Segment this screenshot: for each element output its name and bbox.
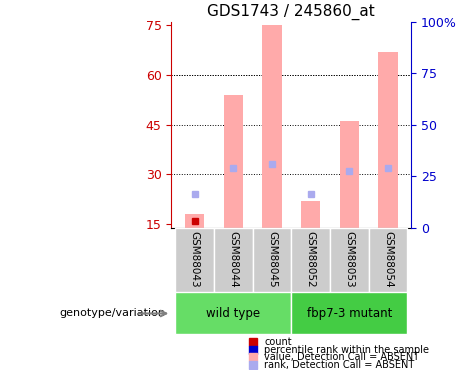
FancyBboxPatch shape bbox=[330, 228, 369, 292]
Bar bbox=[185, 214, 204, 228]
FancyBboxPatch shape bbox=[253, 228, 291, 292]
FancyBboxPatch shape bbox=[175, 228, 214, 292]
Bar bbox=[340, 121, 359, 228]
Text: GSM88044: GSM88044 bbox=[228, 231, 238, 287]
Bar bbox=[262, 25, 282, 228]
FancyBboxPatch shape bbox=[291, 228, 330, 292]
Text: fbp7-3 mutant: fbp7-3 mutant bbox=[307, 307, 392, 320]
Title: GDS1743 / 245860_at: GDS1743 / 245860_at bbox=[207, 4, 375, 20]
FancyBboxPatch shape bbox=[291, 292, 408, 334]
Text: genotype/variation: genotype/variation bbox=[59, 309, 165, 318]
Text: GSM88045: GSM88045 bbox=[267, 231, 277, 287]
Text: GSM88053: GSM88053 bbox=[344, 231, 355, 287]
FancyBboxPatch shape bbox=[369, 228, 408, 292]
Bar bbox=[224, 95, 243, 228]
Text: percentile rank within the sample: percentile rank within the sample bbox=[264, 345, 429, 355]
Text: GSM88052: GSM88052 bbox=[306, 231, 316, 287]
Text: rank, Detection Call = ABSENT: rank, Detection Call = ABSENT bbox=[264, 360, 414, 370]
Text: value, Detection Call = ABSENT: value, Detection Call = ABSENT bbox=[264, 352, 420, 363]
Text: wild type: wild type bbox=[206, 307, 260, 320]
Text: count: count bbox=[264, 337, 292, 347]
Bar bbox=[378, 52, 398, 228]
FancyBboxPatch shape bbox=[175, 292, 291, 334]
Bar bbox=[301, 201, 320, 228]
Text: GSM88043: GSM88043 bbox=[189, 231, 200, 287]
Text: GSM88054: GSM88054 bbox=[383, 231, 393, 287]
FancyBboxPatch shape bbox=[214, 228, 253, 292]
